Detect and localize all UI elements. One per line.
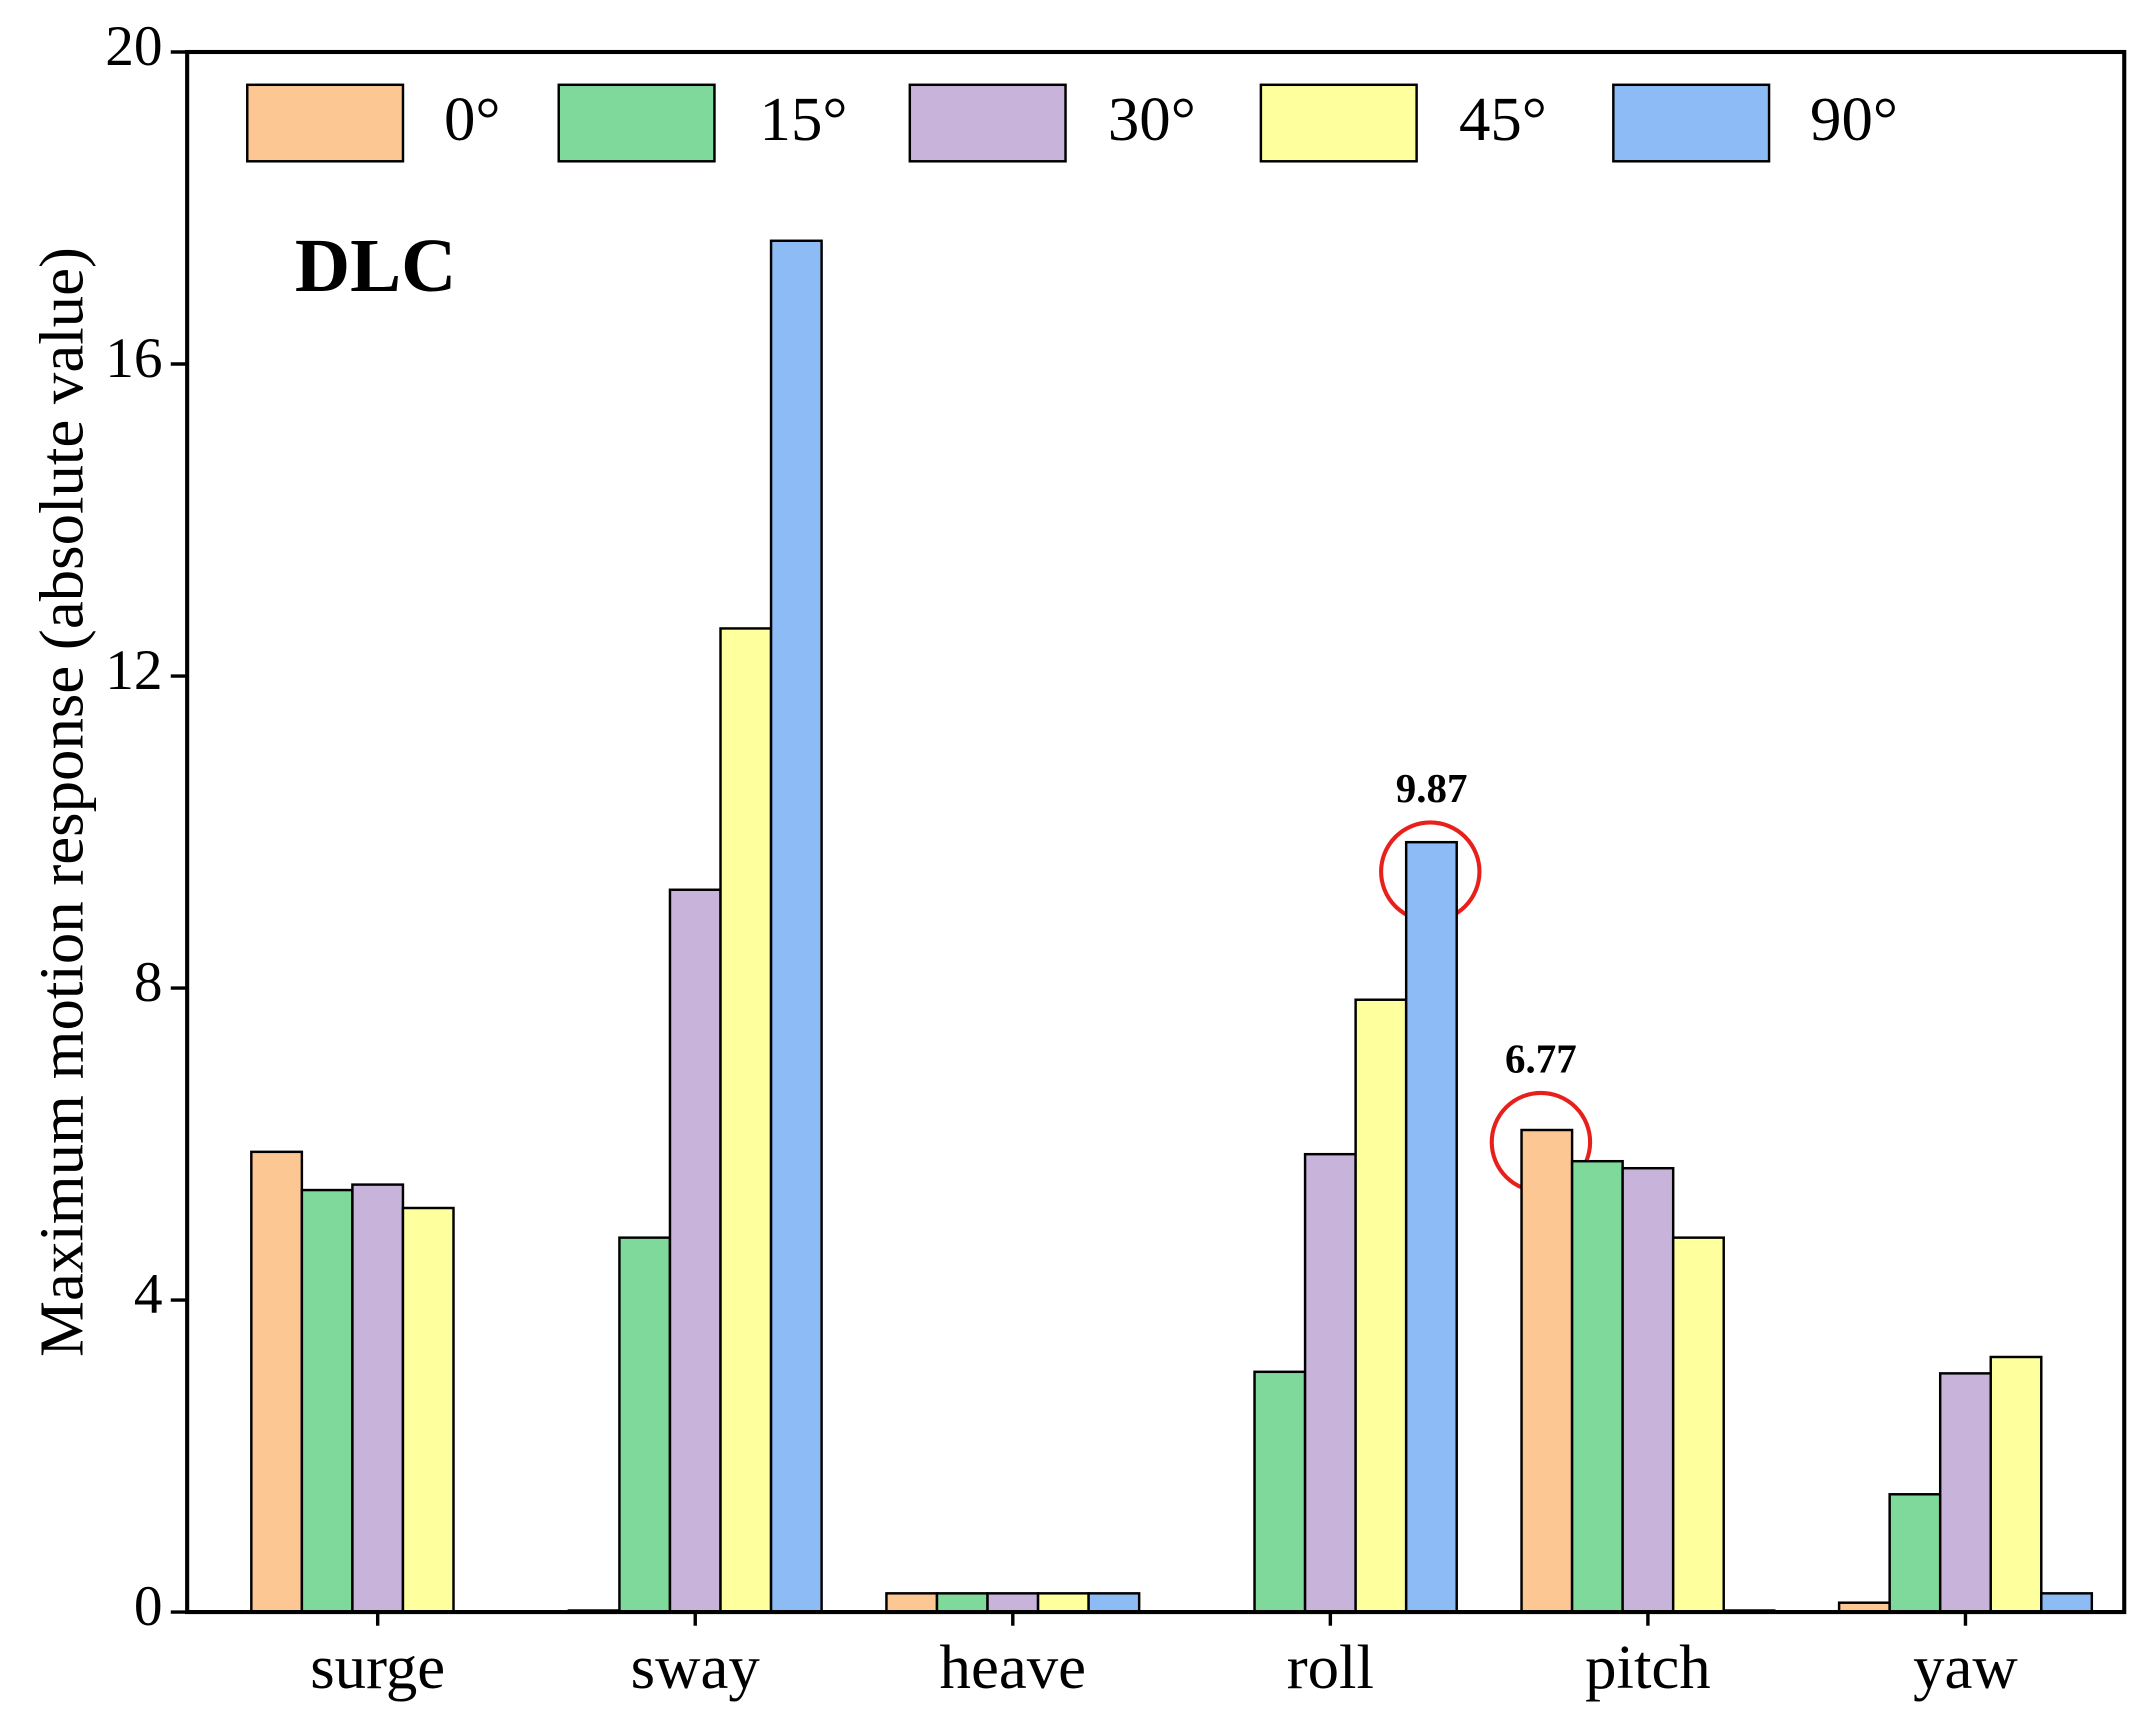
y-axis-label: Maximum motion response (absolute value): [27, 247, 97, 1357]
bar: [618, 1236, 672, 1614]
legend-label: 45°: [1459, 84, 1547, 154]
legend-swatch: [557, 83, 716, 163]
x-tick-label: yaw: [1913, 1632, 2018, 1702]
x-tick-label: pitch: [1585, 1632, 1711, 1702]
annotation: 9.87: [1396, 765, 1468, 811]
bar: [1253, 1370, 1307, 1614]
bar: [1570, 1159, 1624, 1614]
bar: [1354, 998, 1408, 1614]
x-tick-label: sway: [631, 1632, 761, 1702]
legend-swatch: [1612, 83, 1771, 163]
y-tick-label: 4: [134, 1263, 163, 1326]
bar: [1989, 1355, 2043, 1614]
bar: [1036, 1592, 1090, 1614]
legend-swatch: [1259, 83, 1418, 163]
plot-frame: [185, 49, 2127, 1615]
annotation: DLC: [295, 223, 457, 308]
y-tick-label: 20: [105, 15, 162, 78]
bar: [935, 1592, 989, 1614]
x-tick-label: roll: [1287, 1632, 1374, 1702]
bar: [401, 1206, 455, 1614]
annotation: 6.77: [1505, 1035, 1577, 1081]
bar: [1520, 1128, 1574, 1614]
bar: [351, 1183, 405, 1614]
legend-label: 90°: [1810, 84, 1898, 154]
legend-label: 0°: [444, 84, 501, 154]
bar: [250, 1150, 304, 1614]
y-tick-label: 8: [134, 951, 163, 1014]
y-tick-label: 12: [105, 639, 162, 702]
bar: [2040, 1592, 2094, 1614]
bar: [986, 1592, 1040, 1614]
legend-label: 30°: [1108, 84, 1196, 154]
bar: [668, 888, 722, 1614]
x-tick-label: heave: [940, 1632, 1086, 1702]
legend-label: 15°: [760, 84, 848, 154]
bar: [719, 627, 773, 1614]
bar: [1621, 1166, 1675, 1614]
y-tick-label: 16: [105, 327, 162, 390]
bar: [1404, 840, 1458, 1614]
bar: [1671, 1236, 1725, 1614]
bar: [885, 1592, 939, 1614]
legend-swatch: [908, 83, 1067, 163]
bar: [1087, 1592, 1141, 1614]
y-tick-label: 0: [134, 1575, 163, 1638]
bar: [300, 1188, 354, 1614]
bar: [1938, 1372, 1992, 1614]
bar: [1888, 1493, 1942, 1614]
x-tick-label: surge: [310, 1632, 445, 1702]
bar: [769, 239, 823, 1614]
legend-swatch: [246, 83, 405, 163]
bar: [1303, 1152, 1357, 1614]
